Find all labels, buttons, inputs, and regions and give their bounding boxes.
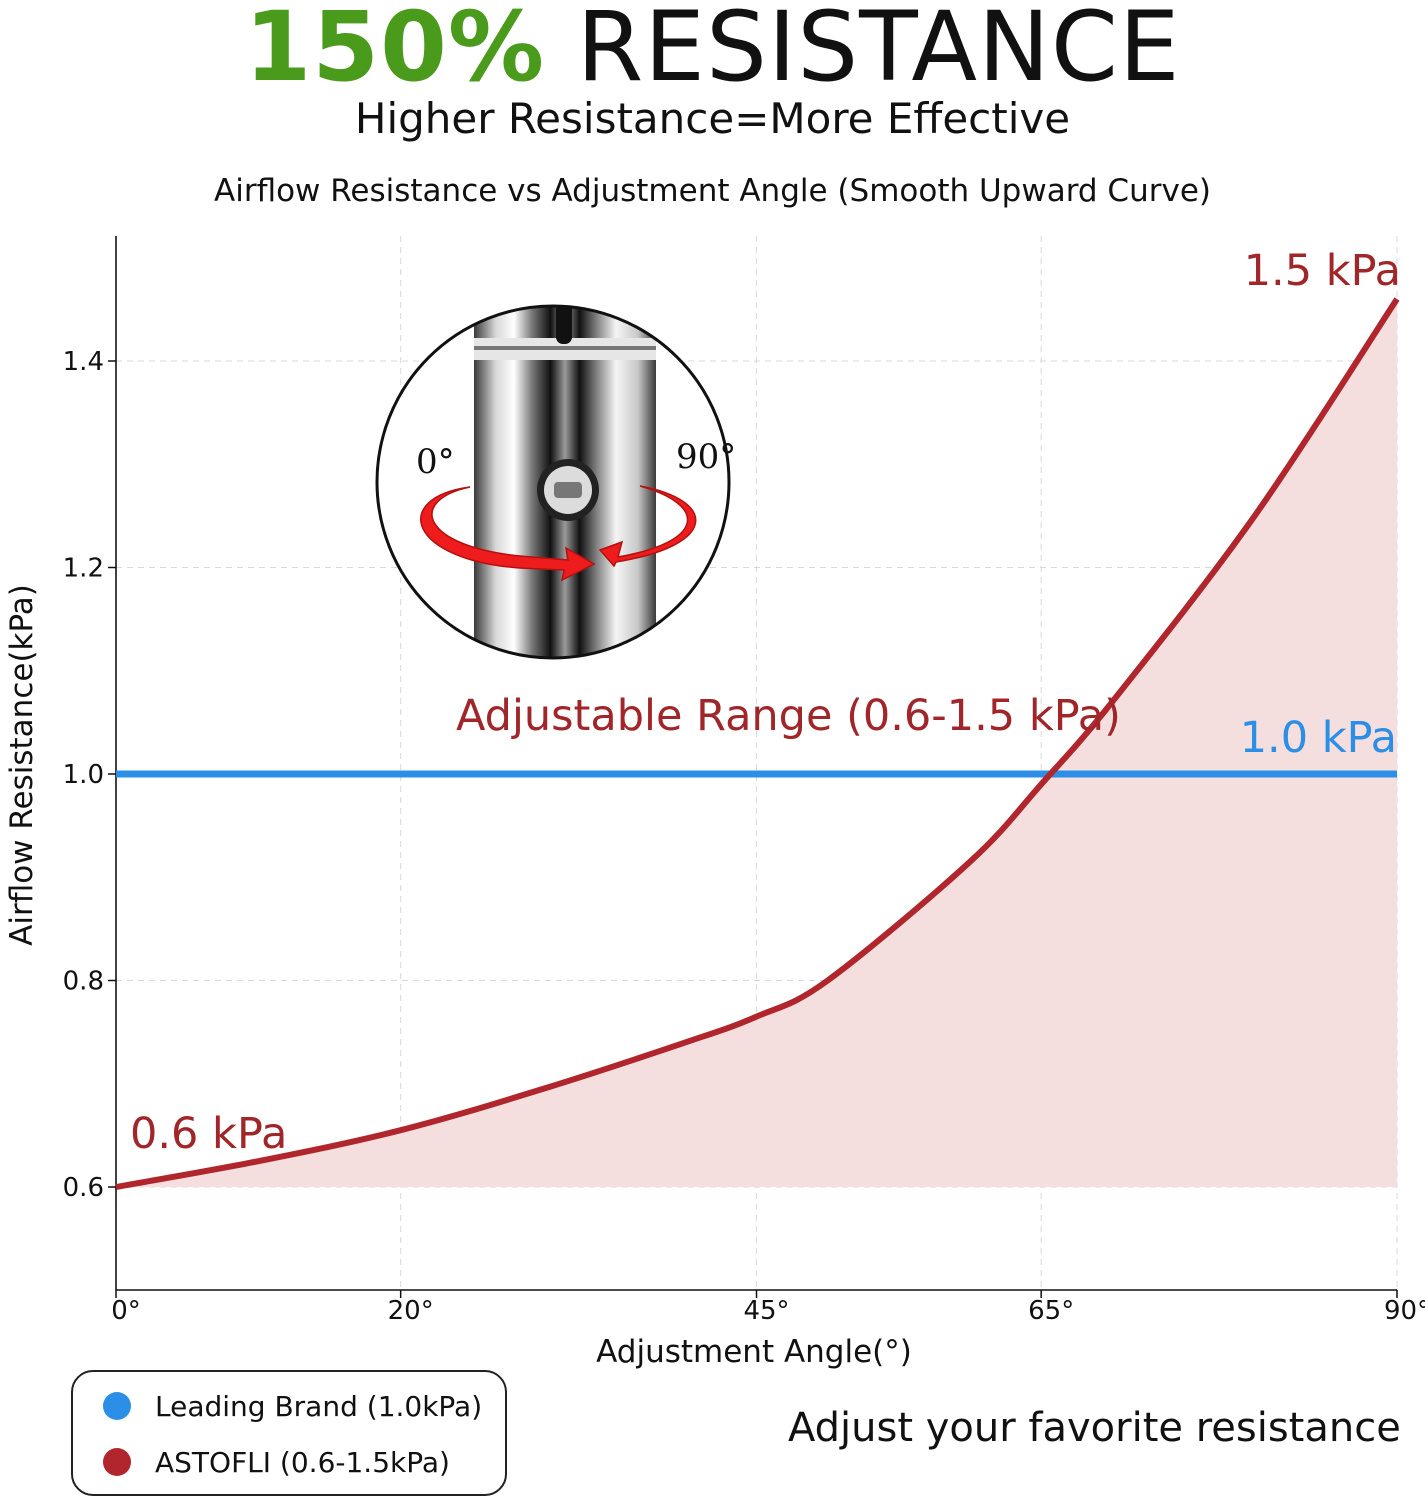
product-inset-illustration: 0° 90° — [375, 304, 736, 660]
headline-word: RESISTANCE — [576, 0, 1181, 103]
astofli-area-fill — [116, 299, 1397, 1187]
legend-label-leading-brand: Leading Brand (1.0kPa) — [155, 1389, 483, 1423]
x-tick-label: 20° — [388, 1296, 434, 1326]
annotation-start: 0.6 kPa — [130, 1109, 287, 1159]
x-tick-label: 0° — [111, 1296, 141, 1326]
inset-label-90: 90° — [676, 437, 736, 477]
chart-title: Airflow Resistance vs Adjustment Angle (… — [214, 173, 1211, 209]
chart-canvas: 0° 20° 45° 65° 90° 0.6 0.8 1.0 1.2 1.4 0.6 kPa 1… — [4, 236, 1425, 1370]
headline-percent: 150% — [244, 0, 546, 103]
legend-item-astofli: ASTOFLI (0.6-1.5kPa) — [103, 1442, 450, 1482]
y-tick-label: 0.8 — [63, 967, 104, 997]
headline: 150% RESISTANCE — [0, 0, 1425, 102]
y-tick-label: 1.2 — [63, 554, 104, 584]
y-ticks: 0.6 0.8 1.0 1.2 1.4 — [63, 347, 116, 1203]
annotation-leading: 1.0 kPa — [1240, 713, 1397, 763]
x-axis-label: Adjustment Angle(°) — [596, 1334, 912, 1370]
y-tick-label: 1.4 — [63, 347, 104, 377]
legend-item-leading-brand: Leading Brand (1.0kPa) — [103, 1386, 482, 1426]
legend: Leading Brand (1.0kPa) ASTOFLI (0.6-1.5k… — [71, 1370, 507, 1496]
inset-label-0: 0° — [416, 442, 455, 482]
y-tick-label: 0.6 — [63, 1173, 104, 1203]
y-tick-label: 1.0 — [63, 760, 104, 790]
legend-swatch-blue — [103, 1392, 131, 1420]
astofli-curve — [115, 297, 1400, 1190]
y-axis-label: Airflow Resistance(kPa) — [4, 584, 40, 946]
tagline: Adjust your favorite resistance — [788, 1405, 1401, 1451]
x-tick-label: 65° — [1028, 1296, 1074, 1326]
annotation-end: 1.5 kPa — [1244, 246, 1401, 296]
subheadline: Higher Resistance=More Effective — [354, 94, 1071, 143]
x-tick-label: 45° — [743, 1296, 789, 1326]
x-ticks: 0° 20° 45° 65° 90° — [111, 1290, 1425, 1326]
legend-swatch-red — [103, 1448, 131, 1476]
annotation-range: Adjustable Range (0.6-1.5 kPa) — [456, 691, 1121, 741]
legend-label-astofli: ASTOFLI (0.6-1.5kPa) — [155, 1445, 450, 1479]
x-tick-label: 90° — [1384, 1296, 1425, 1326]
